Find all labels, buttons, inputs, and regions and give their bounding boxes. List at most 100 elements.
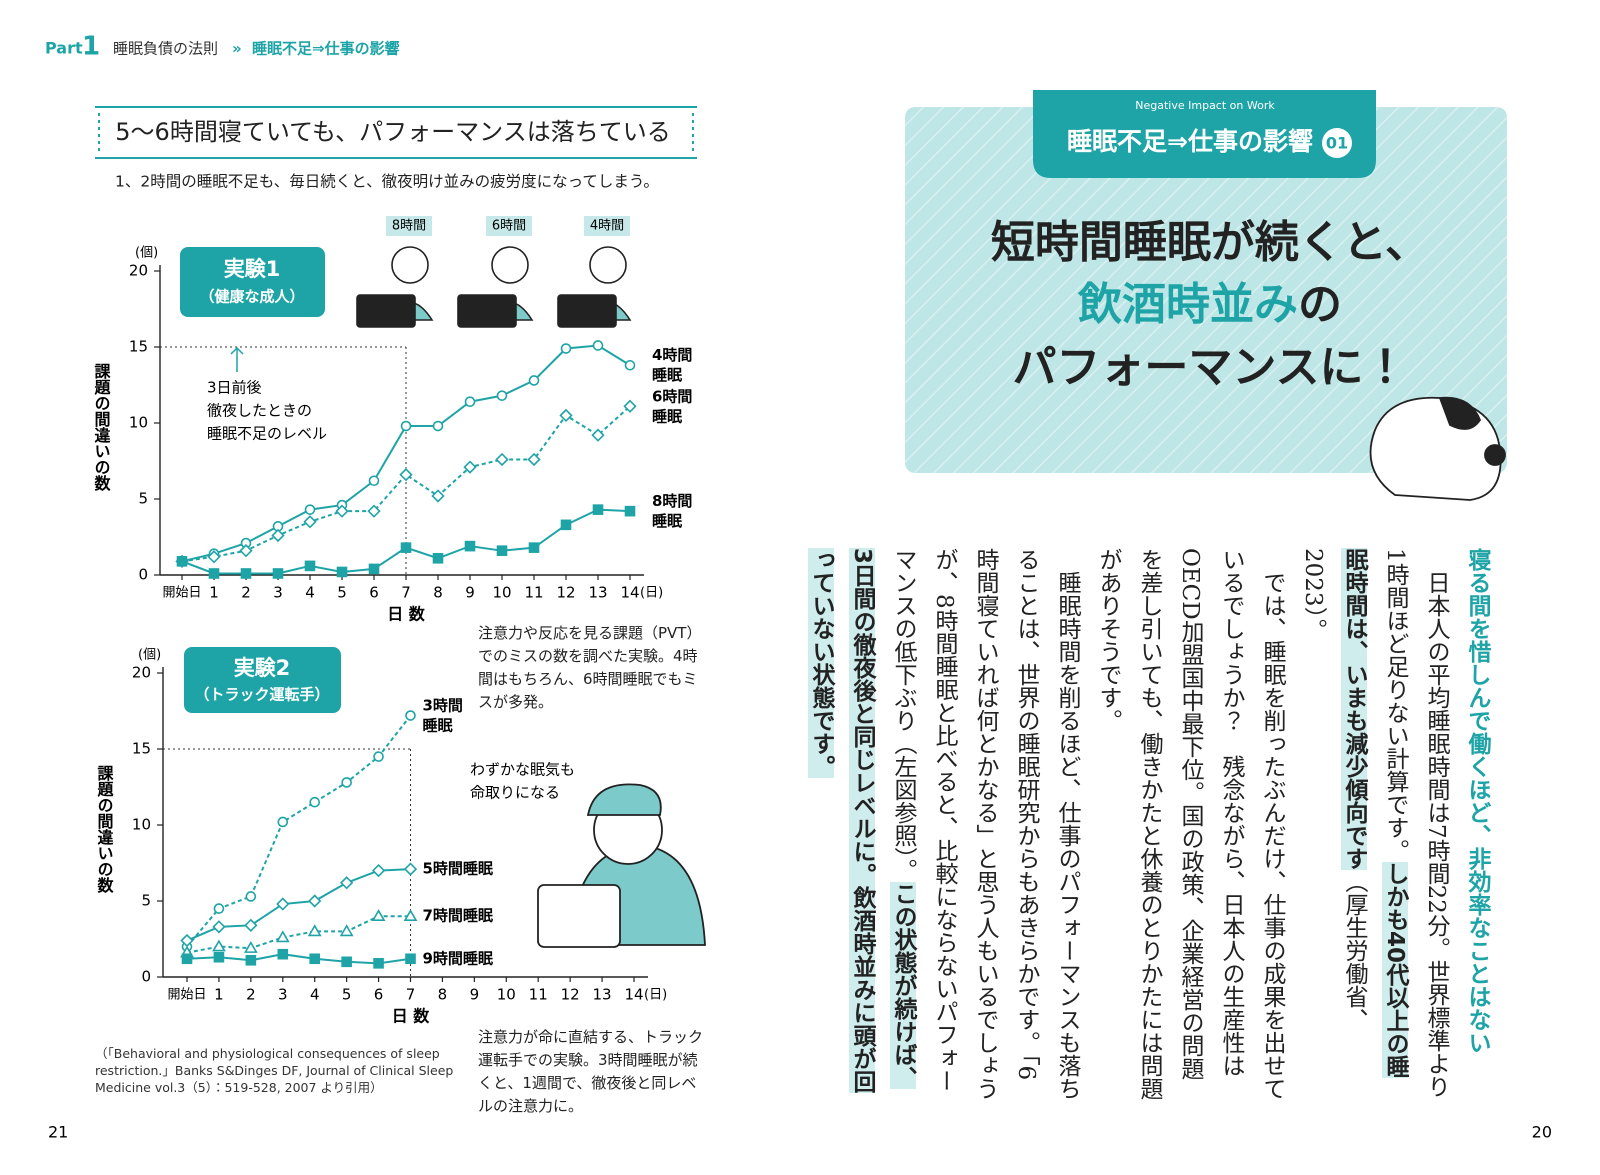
headline-line: パフォーマンスに！	[1012, 342, 1407, 393]
data-point	[207, 550, 221, 564]
data-point	[275, 930, 290, 943]
x-tick-label: 6	[374, 986, 384, 1004]
x-tick-label: 5	[337, 584, 347, 602]
data-point	[339, 924, 354, 937]
data-point	[213, 903, 225, 914]
x-tick-label: 13	[588, 584, 607, 602]
annotation: 徹夜したときの	[207, 402, 312, 420]
data-point	[432, 420, 444, 432]
badge-subtitle: （トラック運転手）	[194, 686, 329, 704]
data-point	[373, 958, 384, 969]
x-tick-label: 9	[470, 986, 480, 1004]
series-label: 6時間睡眠	[652, 387, 692, 425]
banner-title: 睡眠不足⇒仕事の影響	[1067, 127, 1313, 156]
paragraph: 日本人の平均睡眠時間は7時間22分。世界標準より1時間ほど足りない計算です。しか…	[1292, 548, 1456, 1100]
paragraph: 睡眠時間を削るほど、仕事のパフォーマンスも落ちることは、世界の睡眠研究からもあき…	[800, 548, 1087, 1100]
x-tick-label: 3	[278, 986, 288, 1004]
x-tick-label: 5	[342, 986, 352, 1004]
paragraph-text: （厚生労働省、2023）。	[1300, 548, 1367, 1031]
data-point	[176, 556, 188, 567]
headline-line: 短時間睡眠が続くと、	[991, 217, 1429, 268]
data-point	[308, 894, 322, 908]
data-point	[592, 340, 604, 351]
x-tick-label: 7	[406, 986, 416, 1004]
illustration-workers	[356, 216, 632, 328]
data-point	[496, 390, 508, 401]
data-point	[212, 939, 226, 952]
data-point	[368, 475, 380, 487]
data-point	[367, 504, 381, 518]
breadcrumb-separator: »	[232, 40, 242, 58]
data-point	[623, 399, 637, 413]
data-point	[560, 519, 572, 531]
data-point	[591, 428, 605, 442]
x-tick-label: 9	[465, 584, 475, 602]
data-point	[272, 568, 284, 579]
x-tick-label: 1	[209, 584, 219, 602]
y-tick-label: 0	[141, 968, 151, 986]
data-point	[245, 954, 257, 966]
data-point	[243, 941, 258, 953]
illustration-cat	[1369, 396, 1506, 501]
data-point	[400, 542, 412, 553]
data-point	[304, 560, 316, 572]
x-tick-label: 2	[246, 986, 256, 1004]
annotation: 睡眠不足のレベル	[207, 425, 327, 443]
x-tick-label: 8	[433, 584, 443, 602]
data-point	[371, 863, 386, 878]
data-point	[307, 924, 322, 937]
y-axis-label: 課題の間違いの数	[95, 765, 114, 894]
data-point	[432, 552, 444, 564]
data-point	[431, 489, 445, 503]
citation: （「Behavioral and physiological consequen…	[95, 1046, 454, 1095]
y-tick-label: 15	[132, 740, 151, 758]
badge-title: 実験1	[224, 257, 281, 281]
data-point	[528, 375, 540, 386]
x-axis-label: 日 数	[387, 605, 426, 624]
y-tick-label: 20	[129, 262, 148, 280]
banner-tab	[1033, 90, 1376, 178]
data-point	[335, 504, 349, 518]
data-point	[559, 408, 573, 423]
banner-background	[905, 107, 1507, 473]
data-point	[496, 545, 508, 556]
y-unit: (個)	[138, 648, 161, 663]
x-tick-label: 10	[492, 584, 511, 602]
y-tick-label: 0	[138, 566, 148, 584]
series-label: 4時間睡眠	[652, 346, 692, 384]
data-point	[403, 909, 418, 922]
x-tick-label: 開始日	[167, 988, 206, 1003]
chart-note: 注意力が命に直結する、トラック運転手での実験。3時間睡眠が続くと、1週間で、徹夜…	[478, 1028, 704, 1115]
section-subtitle: 1、2時間の睡眠不足も、毎日続くと、徹夜明け並みの疲労度になってしまう。	[115, 173, 659, 191]
x-tick-label: 7	[401, 584, 411, 602]
series-label: 3時間睡眠	[423, 696, 463, 734]
x-tick-label: 11	[524, 584, 543, 602]
x-tick-label: 12	[556, 584, 575, 602]
data-point	[277, 816, 289, 828]
data-point	[464, 396, 476, 408]
y-tick-label: 10	[129, 414, 148, 432]
part-label: Part	[45, 39, 83, 58]
x-tick-label: 開始日	[162, 586, 201, 601]
data-point	[208, 568, 220, 579]
data-point	[624, 359, 636, 371]
y-tick-label: 10	[132, 816, 151, 834]
page-number: 20	[1532, 1123, 1552, 1142]
paragraph-text: 睡眠時間を削るほど、仕事のパフォーマンスも落ちることは、世界の睡眠研究からもあき…	[890, 548, 1080, 1100]
data-point	[399, 468, 413, 482]
series-line	[186, 953, 411, 965]
x-tick-label: 3	[273, 584, 283, 602]
data-point	[336, 566, 348, 578]
x-tick-label: 8	[438, 986, 448, 1004]
data-point	[464, 540, 476, 552]
annotation: 3日前後	[207, 379, 262, 397]
headline-text: 短時間睡眠が続くと、	[991, 217, 1429, 268]
data-point	[368, 563, 380, 575]
illustration-driver	[537, 783, 706, 948]
illustration-label: 8時間	[392, 219, 426, 234]
data-point	[271, 528, 285, 543]
x-tick-label: 4	[305, 584, 315, 602]
x-tick-label: 14	[620, 584, 639, 602]
chart-note: 注意力や反応を見る課題（PVT）でのミスの数を調べた実験。4時間はもちろん、6時…	[478, 624, 702, 711]
data-point	[276, 897, 290, 911]
